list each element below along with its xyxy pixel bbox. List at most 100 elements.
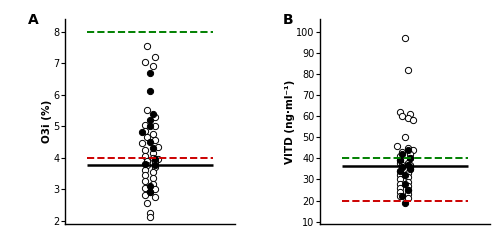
Point xyxy=(151,138,159,142)
Point xyxy=(146,71,154,74)
Point xyxy=(406,165,414,169)
Point xyxy=(406,156,414,160)
Point xyxy=(401,36,409,40)
Text: B: B xyxy=(282,13,293,27)
Point xyxy=(398,194,406,198)
Point xyxy=(148,146,156,150)
Point xyxy=(404,163,411,167)
Point xyxy=(396,186,404,190)
Point xyxy=(146,140,154,144)
Point xyxy=(406,163,414,167)
Point xyxy=(396,161,404,164)
Point xyxy=(408,119,416,122)
Point xyxy=(398,114,406,118)
Point xyxy=(141,162,149,166)
Point xyxy=(146,118,154,122)
Point xyxy=(151,187,159,191)
Point xyxy=(404,197,411,200)
Point xyxy=(404,171,411,175)
Point xyxy=(406,152,414,156)
Point xyxy=(396,178,404,181)
Point xyxy=(408,148,416,152)
Point xyxy=(396,169,404,173)
Point xyxy=(146,184,154,188)
Point xyxy=(148,176,156,180)
Point xyxy=(144,159,152,163)
Point xyxy=(401,201,409,204)
Point xyxy=(404,188,411,192)
Point xyxy=(138,130,146,134)
Point xyxy=(141,129,149,133)
Point xyxy=(146,89,154,93)
Point xyxy=(398,163,406,167)
Point xyxy=(148,64,156,68)
Point xyxy=(396,159,404,162)
Point xyxy=(406,112,414,116)
Point xyxy=(144,164,152,167)
Point xyxy=(148,170,156,174)
Point xyxy=(148,112,156,115)
Point xyxy=(144,201,152,205)
Text: A: A xyxy=(28,13,38,27)
Point xyxy=(148,156,156,159)
Point xyxy=(141,168,149,172)
Point xyxy=(398,152,406,156)
Point xyxy=(144,109,152,112)
Point xyxy=(404,116,411,120)
Point xyxy=(141,60,149,64)
Point xyxy=(141,123,149,126)
Point xyxy=(396,110,404,114)
Point xyxy=(151,124,159,128)
Point xyxy=(404,192,411,196)
Point xyxy=(151,160,159,164)
Y-axis label: O3i (%): O3i (%) xyxy=(42,100,52,143)
Point xyxy=(146,211,154,215)
Point xyxy=(396,169,404,173)
Point xyxy=(148,132,156,136)
Point xyxy=(398,150,406,154)
Point xyxy=(154,145,162,149)
Point xyxy=(141,186,149,189)
Point xyxy=(406,156,414,160)
Point xyxy=(404,161,411,164)
Point xyxy=(401,135,409,139)
Point xyxy=(141,179,149,183)
Y-axis label: VITD (ng·ml⁻¹): VITD (ng·ml⁻¹) xyxy=(284,79,294,164)
Point xyxy=(148,183,156,186)
Point xyxy=(404,148,411,152)
Point xyxy=(396,173,404,177)
Point xyxy=(394,144,402,148)
Point xyxy=(146,216,154,219)
Point xyxy=(138,142,146,145)
Point xyxy=(404,184,411,188)
Point xyxy=(151,164,159,167)
Point xyxy=(144,135,152,139)
Point xyxy=(146,190,154,194)
Point xyxy=(404,146,411,150)
Point xyxy=(151,55,159,59)
Point xyxy=(401,182,409,186)
Point xyxy=(396,194,404,198)
Point xyxy=(396,159,404,162)
Point xyxy=(404,68,411,72)
Point xyxy=(151,195,159,199)
Point xyxy=(151,157,159,161)
Point xyxy=(148,151,156,155)
Point xyxy=(404,180,411,183)
Point xyxy=(154,157,162,161)
Point xyxy=(396,154,404,158)
Point xyxy=(406,167,414,171)
Point xyxy=(404,188,411,192)
Point xyxy=(151,115,159,119)
Point xyxy=(398,165,406,169)
Point xyxy=(141,173,149,177)
Point xyxy=(406,167,414,171)
Point xyxy=(404,175,411,179)
Point xyxy=(401,173,409,177)
Point xyxy=(151,165,159,169)
Point xyxy=(146,124,154,128)
Point xyxy=(398,165,406,169)
Point xyxy=(141,148,149,152)
Point xyxy=(396,182,404,186)
Point xyxy=(396,190,404,194)
